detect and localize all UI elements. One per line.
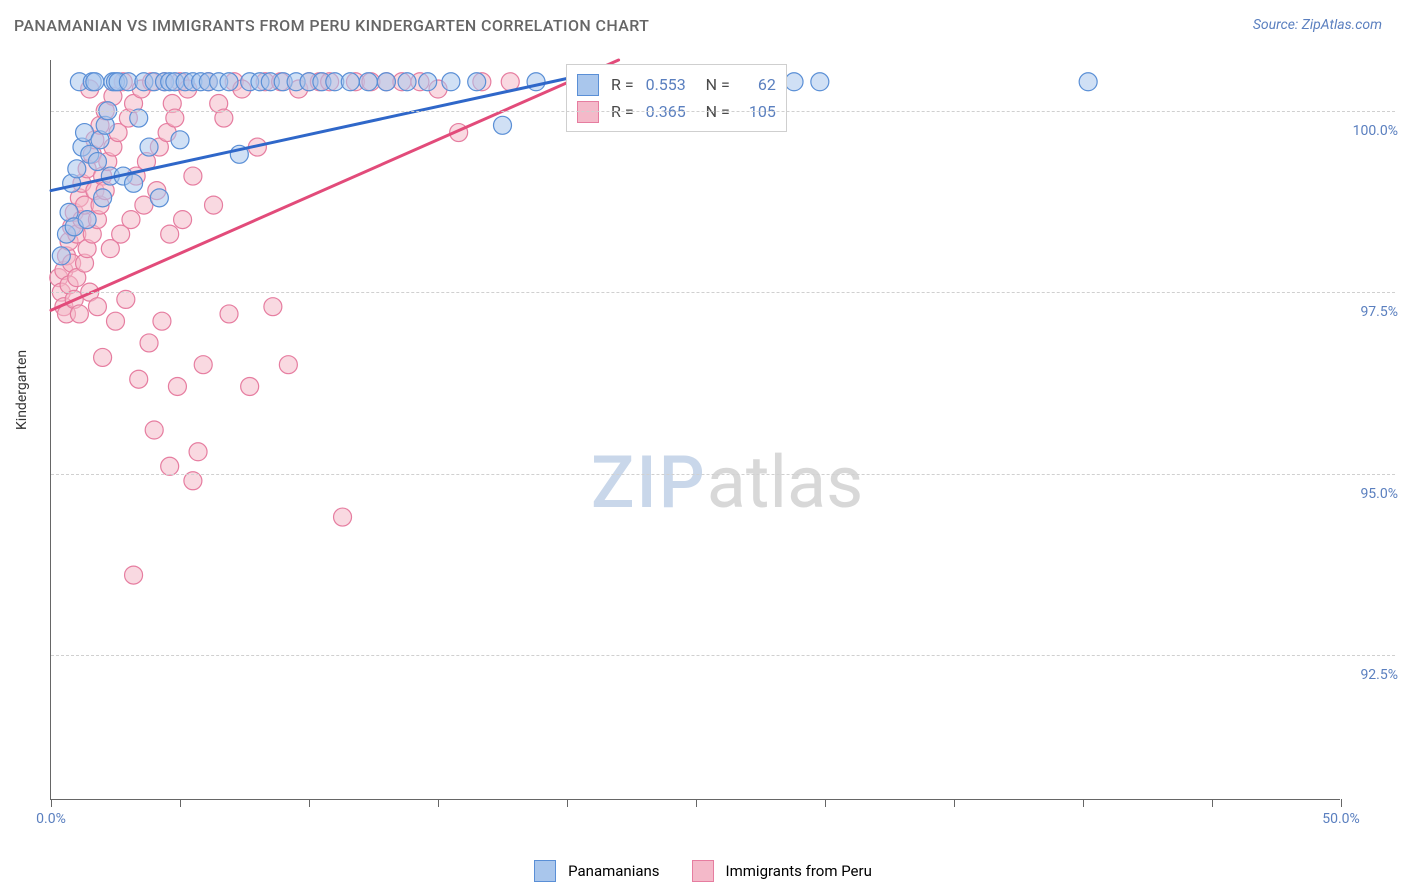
legend-label-panamanians: Panamanians xyxy=(568,862,659,880)
y-axis-title: Kindergarten xyxy=(14,350,30,430)
stats-row-peru: R = 0.365 N = 105 xyxy=(577,98,776,125)
swatch-panamanians xyxy=(577,74,599,96)
stats-r-pan: 0.553 xyxy=(646,71,686,98)
legend-swatch-peru xyxy=(692,860,714,882)
source-label: Source: ZipAtlas.com xyxy=(1253,17,1382,33)
stats-n-peru: 105 xyxy=(742,98,776,125)
stats-row-panamanians: R = 0.553 N = 62 xyxy=(577,71,776,98)
stats-n-pan: 62 xyxy=(742,71,776,98)
stats-n-label2: N = xyxy=(694,98,734,125)
bottom-legend: Panamanians Immigrants from Peru xyxy=(0,860,1406,882)
x-tick-label: 0.0% xyxy=(36,811,66,827)
chart-svg xyxy=(51,60,1340,799)
x-tick-label: 50.0% xyxy=(1322,811,1360,827)
y-tick-label: 97.5% xyxy=(1343,304,1398,320)
y-tick-label: 92.5% xyxy=(1343,667,1398,683)
legend-item-peru: Immigrants from Peru xyxy=(692,860,872,882)
legend-swatch-panamanians xyxy=(534,860,556,882)
swatch-peru xyxy=(577,101,599,123)
y-tick-label: 100.0% xyxy=(1343,123,1398,139)
legend-label-peru: Immigrants from Peru xyxy=(726,862,872,880)
plot-area: ZIPatlas R = 0.553 N = 62 R = 0.365 N = … xyxy=(50,60,1340,800)
stats-r-label: R = xyxy=(611,71,638,98)
legend-item-panamanians: Panamanians xyxy=(534,860,659,882)
y-tick-label: 95.0% xyxy=(1343,486,1398,502)
stats-r-label2: R = xyxy=(611,98,638,125)
chart-title: PANAMANIAN VS IMMIGRANTS FROM PERU KINDE… xyxy=(14,16,649,35)
stats-box: R = 0.553 N = 62 R = 0.365 N = 105 xyxy=(566,64,787,132)
stats-n-label: N = xyxy=(694,71,734,98)
stats-r-peru: 0.365 xyxy=(646,98,686,125)
